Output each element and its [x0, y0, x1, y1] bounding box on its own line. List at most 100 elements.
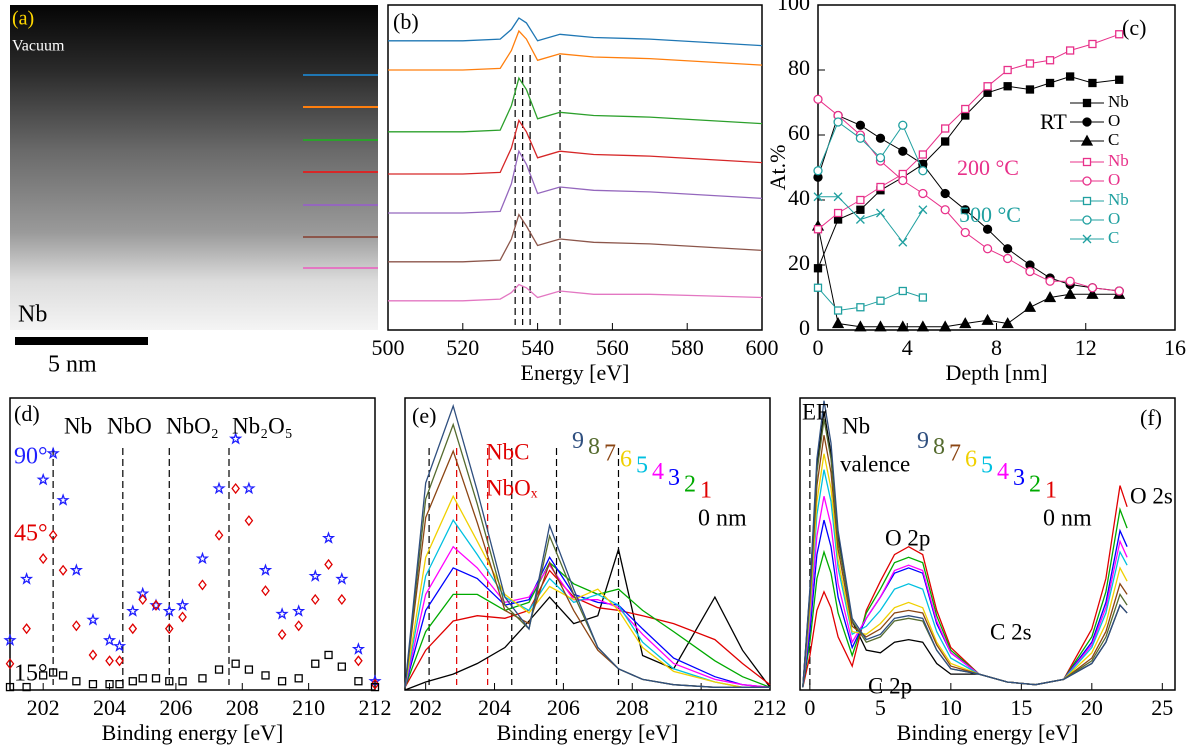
- series-line: [802, 469, 1128, 688]
- marker: [1115, 75, 1124, 84]
- marker: [1025, 59, 1035, 68]
- chart-panel: 0 4 8 12 16 0 20 40 60 80 100 Depth [nm] At.% (c) RT Nb…: [765, 0, 1186, 385]
- marker: [22, 623, 31, 635]
- marker: [918, 205, 928, 215]
- marker: [105, 655, 114, 667]
- marker: [242, 481, 256, 495]
- marker: [277, 677, 287, 686]
- series-line: [802, 419, 1128, 688]
- marker: [258, 563, 273, 576]
- x-tick-label: 560: [596, 335, 629, 360]
- marker: [898, 120, 908, 130]
- annotation: C 2s: [990, 619, 1032, 644]
- marker: [874, 320, 887, 332]
- x-tick-label: 5: [875, 695, 886, 720]
- legend-label: 6: [620, 447, 632, 473]
- x-tick-label: 16: [1164, 335, 1186, 360]
- marker: [86, 612, 100, 626]
- x-tick-label: 540: [521, 335, 554, 360]
- legend-label: 0 nm: [1043, 506, 1092, 532]
- marker: [961, 104, 970, 114]
- x-tick-label: 25: [1151, 695, 1173, 720]
- x-tick-label: 210: [292, 695, 325, 720]
- panel-label: (b): [393, 9, 419, 34]
- marker: [898, 237, 908, 247]
- series-line: [388, 29, 763, 71]
- marker: [69, 563, 83, 576]
- marker: [151, 674, 161, 683]
- marker: [1082, 157, 1092, 167]
- legend-label: 7: [604, 440, 616, 466]
- marker: [128, 677, 137, 686]
- annotation: Nb: [64, 413, 92, 438]
- marker: [128, 623, 138, 635]
- marker: [244, 665, 254, 674]
- marker: [941, 124, 950, 133]
- marker: [195, 551, 210, 565]
- marker: [1082, 117, 1092, 127]
- marker: [1065, 276, 1075, 286]
- x-tick-label: 600: [746, 335, 779, 360]
- legend-label: 1: [1045, 478, 1057, 504]
- marker: [876, 208, 885, 218]
- legend-group-label: 500 °C: [959, 202, 1021, 227]
- marker: [1080, 134, 1094, 146]
- legend-label: 1: [700, 478, 712, 504]
- series-line: [404, 403, 770, 688]
- plot-frame: [387, 4, 763, 331]
- legend-label: 8: [933, 434, 945, 460]
- legend-label: Nb: [1108, 92, 1129, 111]
- series-line: [802, 496, 1128, 688]
- x-tick-label: 212: [359, 695, 392, 720]
- plot-frame: [404, 397, 771, 691]
- legend-label: 4: [652, 459, 664, 485]
- legend-label: 5: [981, 453, 993, 479]
- series-line: [404, 569, 771, 688]
- series-line: [388, 213, 763, 263]
- marker: [855, 215, 865, 224]
- y-tick-label: 100: [777, 0, 810, 15]
- x-tick-label: 20: [1081, 695, 1103, 720]
- marker: [370, 682, 380, 692]
- x-tick-label: 204: [93, 695, 126, 720]
- series-line: [802, 485, 1128, 688]
- marker: [1082, 215, 1092, 225]
- marker: [1065, 72, 1075, 81]
- x-tick-label: 0: [804, 695, 815, 720]
- marker: [833, 208, 843, 218]
- marker: [1082, 176, 1092, 186]
- marker: [324, 650, 333, 660]
- series-line: [404, 561, 771, 688]
- x-tick-label: 0: [813, 335, 824, 360]
- legend-label: Nb: [1108, 151, 1129, 170]
- marker: [876, 296, 885, 305]
- marker: [918, 293, 928, 302]
- marker: [1114, 286, 1124, 296]
- marker: [5, 682, 15, 692]
- marker: [982, 244, 993, 254]
- y-axis-label: At.%: [765, 145, 790, 191]
- panel-label: (e): [412, 403, 436, 428]
- marker: [48, 668, 58, 677]
- marker: [231, 482, 240, 495]
- marker: [916, 320, 929, 332]
- marker: [833, 117, 843, 127]
- annotation: NbOₓ: [486, 475, 538, 500]
- marker: [898, 286, 907, 296]
- marker: [941, 137, 950, 146]
- marker: [939, 320, 952, 332]
- marker: [833, 192, 843, 202]
- marker: [212, 481, 226, 495]
- plot-frame: [799, 397, 1176, 691]
- annotation: EF: [802, 399, 829, 424]
- marker: [918, 166, 928, 176]
- marker: [138, 674, 147, 683]
- series-line: [404, 518, 770, 688]
- chart-panel: 500 520 540 560 580 600 Energy [eV] (b): [372, 4, 779, 385]
- marker: [1087, 283, 1098, 293]
- legend-label: 2: [1029, 471, 1041, 497]
- series-line: [404, 494, 770, 688]
- marker: [1082, 234, 1092, 244]
- marker: [1003, 253, 1013, 264]
